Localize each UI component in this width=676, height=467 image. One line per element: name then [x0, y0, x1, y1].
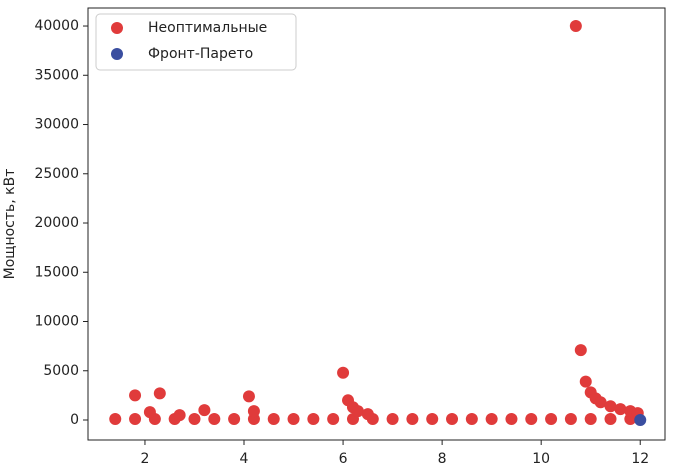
point: [173, 409, 186, 422]
y-tick-label: 25000: [34, 166, 79, 182]
point: [545, 413, 558, 426]
point: [361, 408, 374, 421]
point: [351, 405, 364, 418]
point: [188, 413, 201, 426]
point: [564, 413, 577, 426]
legend-marker: [111, 48, 123, 60]
legend-box: [95, 13, 297, 71]
x-tick-label: 2: [140, 451, 149, 467]
point: [143, 406, 156, 419]
point: [406, 413, 419, 426]
point: [604, 400, 617, 413]
point: [247, 405, 260, 418]
point: [569, 20, 582, 33]
y-tick-label: 35000: [34, 67, 79, 83]
point: [198, 404, 211, 417]
point: [485, 413, 498, 426]
point: [109, 413, 122, 426]
point: [307, 413, 320, 426]
point: [465, 413, 478, 426]
y-tick-label: 10000: [34, 314, 79, 330]
y-tick-label: 30000: [34, 117, 79, 133]
point: [574, 344, 587, 357]
y-tick-label: 15000: [34, 264, 79, 280]
point: [579, 375, 592, 388]
point: [129, 413, 142, 426]
point: [634, 414, 647, 427]
point: [153, 387, 166, 400]
point: [228, 413, 241, 426]
point: [267, 413, 280, 426]
point: [327, 413, 340, 426]
point: [614, 403, 627, 416]
plot-frame: [87, 7, 666, 441]
point: [505, 413, 518, 426]
y-axis-label: Мощность, кВт: [2, 169, 18, 280]
legend-label: Фронт-Парето: [148, 46, 253, 62]
point: [426, 413, 439, 426]
legend-label: Неоптимальные: [148, 20, 267, 36]
point: [584, 413, 597, 426]
legend-marker: [111, 22, 123, 34]
x-tick-label: 8: [438, 451, 447, 467]
point: [129, 389, 142, 402]
point: [604, 413, 617, 426]
point: [208, 413, 221, 426]
x-tick-label: 10: [532, 451, 550, 467]
y-tick-label: 20000: [34, 215, 79, 231]
point: [525, 413, 538, 426]
x-tick-label: 4: [240, 451, 249, 467]
point: [337, 366, 350, 379]
y-tick-label: 0: [70, 412, 79, 428]
point: [594, 396, 607, 409]
x-tick-label: 6: [339, 451, 348, 467]
y-tick-label: 5000: [43, 363, 79, 379]
point: [386, 413, 399, 426]
point: [287, 413, 300, 426]
point: [446, 413, 459, 426]
x-tick-label: 12: [631, 451, 649, 467]
y-tick-label: 40000: [34, 18, 79, 34]
point: [242, 390, 255, 403]
